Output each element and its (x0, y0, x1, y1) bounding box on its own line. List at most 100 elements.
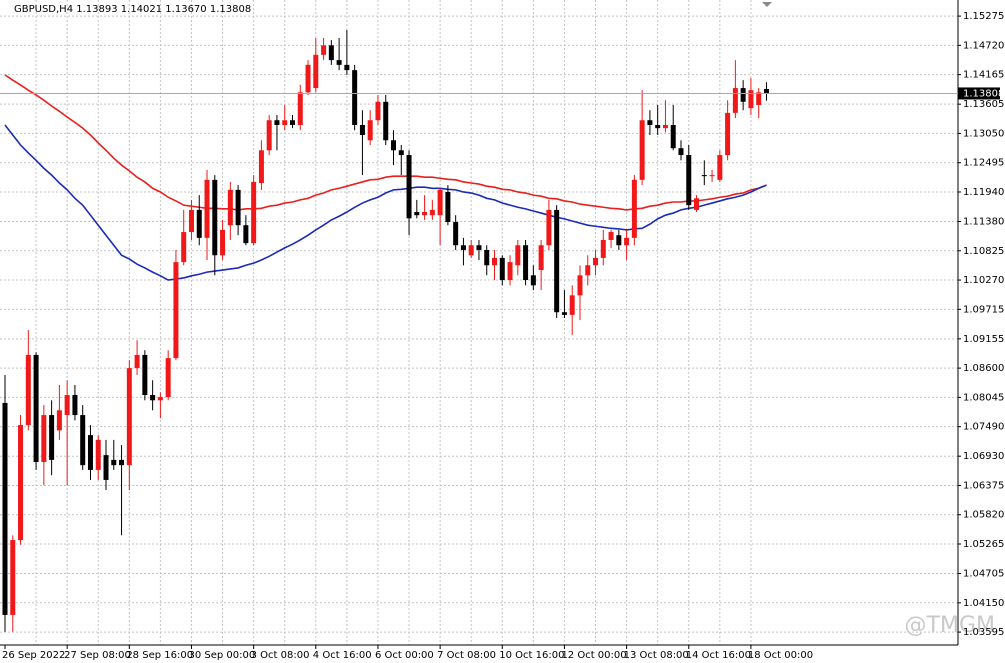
y-tick-label: 1.12495 (963, 158, 1004, 169)
candle-body (142, 354, 148, 396)
x-tick-label: 27 Sep 08:00 (64, 650, 131, 661)
x-tick-label: 7 Oct 08:00 (437, 650, 496, 661)
candle-body (647, 120, 653, 125)
candle-body (492, 257, 498, 266)
candle-body (538, 245, 544, 271)
candle-body (725, 112, 731, 156)
candle-body (181, 232, 187, 263)
candle-body (631, 179, 637, 238)
candle-body (437, 189, 443, 216)
candle-body (64, 395, 70, 416)
candle-body (33, 354, 39, 462)
candle-body (328, 45, 334, 61)
candle-body (616, 235, 622, 246)
watermark: @TMGM (905, 613, 995, 638)
y-tick-label: 1.14720 (963, 40, 1004, 51)
candle-body (150, 395, 156, 401)
candle-body (717, 155, 723, 180)
candle-body (414, 212, 420, 216)
y-tick-label: 1.08600 (963, 363, 1004, 374)
candle-body (80, 415, 86, 466)
candle-body (460, 245, 466, 250)
candle-body (72, 395, 78, 416)
candle-body (126, 368, 132, 466)
candle-body (639, 120, 645, 180)
candle-body (313, 54, 319, 89)
candle-body (662, 124, 668, 129)
candle-body (709, 175, 715, 177)
candle-body (289, 120, 295, 125)
candle-body (507, 262, 513, 281)
candle-body (243, 225, 249, 244)
candle-body (173, 262, 179, 359)
candle-body (111, 459, 117, 466)
y-tick-label: 1.03595 (963, 627, 1004, 638)
candle-body (406, 155, 412, 219)
x-tick-label: 28 Sep 16:00 (126, 650, 193, 661)
x-tick-label: 4 Oct 16:00 (313, 650, 372, 661)
axes: 1.15275 1.14720 1.14165 1.13605 1.13050 1.124… (0, 11, 1004, 661)
candle-body (297, 92, 303, 125)
y-tick-label: 1.15275 (963, 11, 1004, 22)
moving-average-line (4, 124, 767, 281)
candle-body (600, 239, 606, 258)
candle-body (608, 232, 614, 240)
candle-body (56, 410, 62, 431)
moving-average-line (4, 74, 767, 211)
candle-body (694, 198, 700, 210)
y-tick-label: 1.05265 (963, 539, 1004, 550)
candle-body (305, 64, 311, 93)
x-tick-label: 3 Oct 08:00 (251, 650, 310, 661)
candle-body (383, 101, 389, 141)
candle-body (678, 148, 684, 156)
y-tick-label: 1.11940 (963, 187, 1004, 198)
candle-body (429, 209, 435, 216)
x-tick-label: 13 Oct 08:00 (624, 650, 689, 661)
x-tick-label: 10 Oct 16:00 (499, 650, 564, 661)
y-tick-label: 1.08045 (963, 392, 1004, 403)
y-tick-label: 1.13050 (963, 128, 1004, 139)
candle-body (2, 402, 8, 615)
y-tick-label: 1.13605 (963, 99, 1004, 110)
candle-body (274, 120, 280, 125)
candle-body (375, 101, 381, 121)
x-tick-label: 14 Oct 16:00 (686, 650, 751, 661)
candle-body (740, 88, 746, 102)
candle-body (732, 88, 738, 113)
candle-body (367, 120, 373, 141)
candle-body (391, 140, 396, 151)
candle-body (484, 249, 490, 266)
y-tick-label: 1.11380 (963, 217, 1004, 228)
candle-body (499, 257, 505, 281)
shift-marker (762, 2, 772, 7)
candle-body (49, 415, 55, 460)
candle-body (748, 90, 754, 109)
last-price-box (958, 87, 1000, 100)
candle-body (593, 257, 599, 266)
y-tick-label: 1.06930 (963, 451, 1004, 462)
candle-body (585, 265, 591, 276)
candle-body (321, 45, 327, 55)
x-tick-label: 30 Sep 00:00 (188, 650, 255, 661)
candle-body (577, 275, 583, 296)
candle-body (336, 60, 342, 65)
x-tick-label: 12 Oct 00:00 (561, 650, 626, 661)
candle-body (670, 124, 676, 149)
candle-body (41, 415, 47, 462)
x-tick-label: 26 Sep 2022 (2, 650, 65, 661)
candle-body (103, 455, 109, 480)
y-tick-label: 1.07490 (963, 422, 1004, 433)
candle-body (204, 179, 210, 238)
y-tick-label: 1.09155 (963, 334, 1004, 345)
candle-body (686, 155, 692, 206)
candle-body (220, 229, 226, 256)
y-tick-label: 1.05820 (963, 510, 1004, 521)
last-price-label: 1.13808 (963, 88, 1004, 99)
y-tick-label: 1.09715 (963, 304, 1004, 315)
candle-body (561, 312, 567, 315)
x-tick-label: 6 Oct 00:00 (375, 650, 434, 661)
candle-body (165, 358, 171, 398)
candle-body (515, 245, 521, 266)
